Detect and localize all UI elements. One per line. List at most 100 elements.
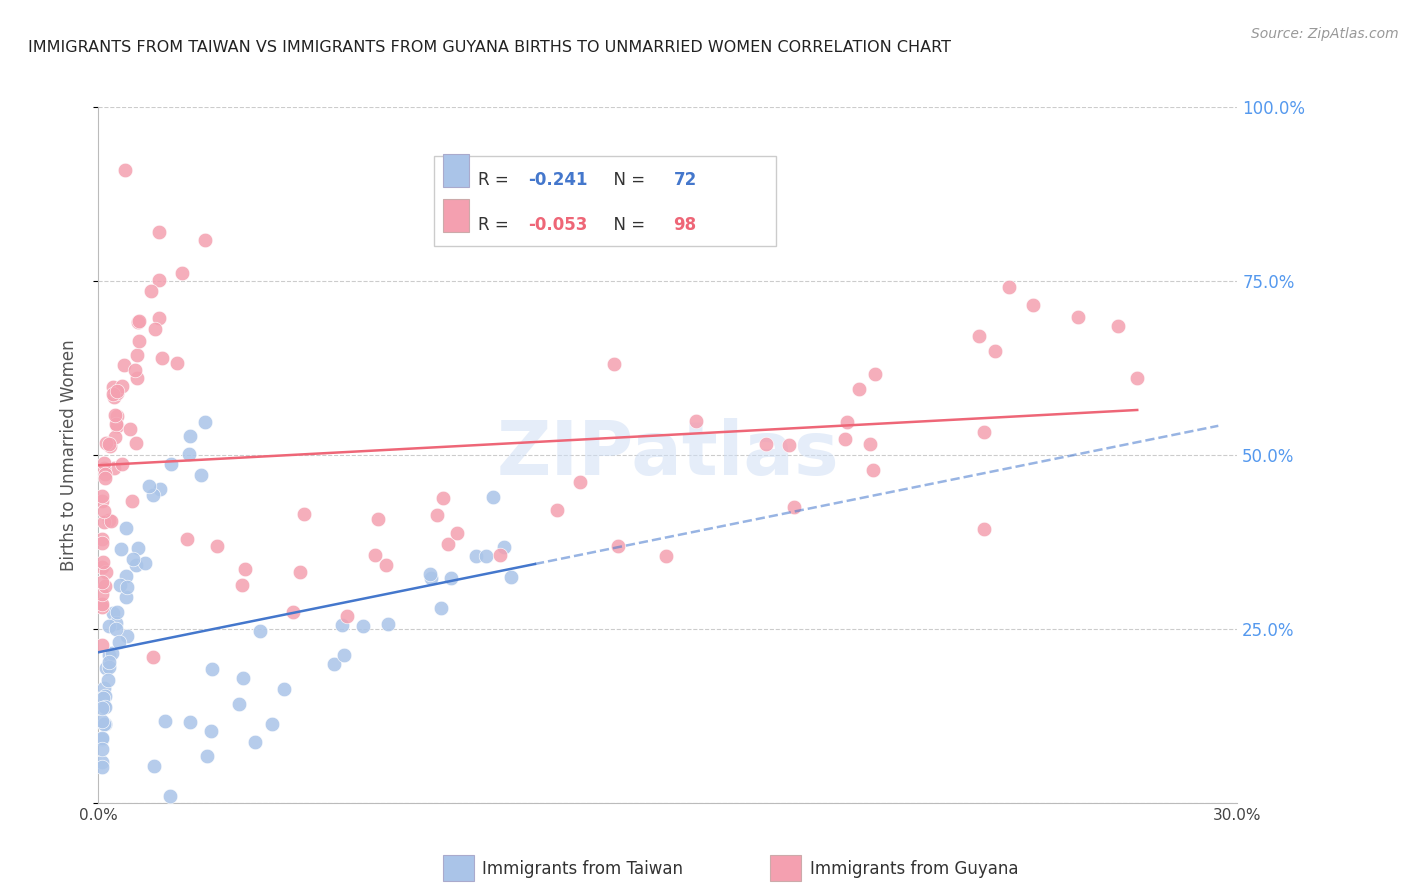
Point [91,732,114,747]
Text: N =: N = [603,171,651,189]
Point [101,387,124,401]
Point [91,760,114,774]
Point [685,414,707,428]
Point [848,382,870,396]
Text: Source: ZipAtlas.com: Source: ZipAtlas.com [1251,27,1399,41]
Point [93,698,115,713]
Point [105,384,128,399]
Point [101,646,124,660]
Point [195,748,218,763]
Point [91,559,114,574]
Point [127,315,149,329]
Point [96,673,118,688]
Point [969,329,991,343]
FancyBboxPatch shape [443,153,468,187]
Point [973,425,995,439]
Point [446,525,468,540]
Point [91,638,114,652]
Point [121,493,143,508]
Point [142,649,165,664]
Point [243,735,266,749]
Point [465,549,488,563]
Point [91,493,114,508]
Point [231,578,253,592]
Point [93,716,115,731]
Point [93,717,115,731]
Point [863,367,886,381]
Point [426,508,449,522]
Point [115,580,138,594]
Point [973,522,995,536]
Point [114,162,136,177]
Point [837,416,859,430]
Point [333,648,356,662]
Point [115,569,138,583]
Text: 72: 72 [673,171,697,189]
Point [111,457,134,471]
Point [93,681,115,695]
Point [166,356,188,370]
Point [475,549,498,563]
Point [93,579,115,593]
Point [1022,298,1045,312]
Point [859,436,882,450]
Point [336,609,359,624]
Point [91,587,114,601]
Point [128,334,150,349]
Point [91,714,114,728]
Point [91,731,114,745]
Point [602,357,624,371]
Point [125,558,148,573]
Point [138,479,160,493]
Point [377,616,399,631]
Point [143,322,166,336]
Point [332,618,354,632]
Point [142,758,165,772]
FancyBboxPatch shape [434,156,776,246]
Point [283,605,305,619]
Point [104,408,127,422]
Point [93,690,115,704]
Point [118,422,141,436]
Point [862,463,884,477]
Point [96,566,118,580]
Point [190,467,212,482]
Point [489,549,512,563]
Point [783,500,806,515]
Point [91,536,114,550]
Point [91,532,114,546]
Point [430,601,453,615]
Point [228,697,250,711]
Point [110,541,132,556]
Point [755,437,778,451]
Point [107,419,129,434]
Point [176,532,198,546]
Point [103,461,125,475]
Y-axis label: Births to Unmarried Women: Births to Unmarried Women [59,339,77,571]
Point [150,351,173,365]
Point [98,513,121,527]
Point [112,358,135,372]
Point [419,567,441,582]
Point [98,437,121,451]
Point [103,390,125,404]
Point [148,310,170,325]
Point [148,272,170,286]
Point [115,629,138,643]
Point [292,507,315,521]
Point [437,537,460,551]
Point [105,605,128,619]
Point [546,503,568,517]
Point [352,618,374,632]
Point [91,701,114,715]
Point [100,514,122,528]
Point [419,571,441,585]
Point [91,574,114,589]
Point [122,552,145,566]
Point [232,671,254,685]
FancyBboxPatch shape [443,199,468,232]
Text: -0.241: -0.241 [527,171,588,189]
Point [432,491,454,505]
Point [569,475,592,490]
Text: R =: R = [478,171,513,189]
